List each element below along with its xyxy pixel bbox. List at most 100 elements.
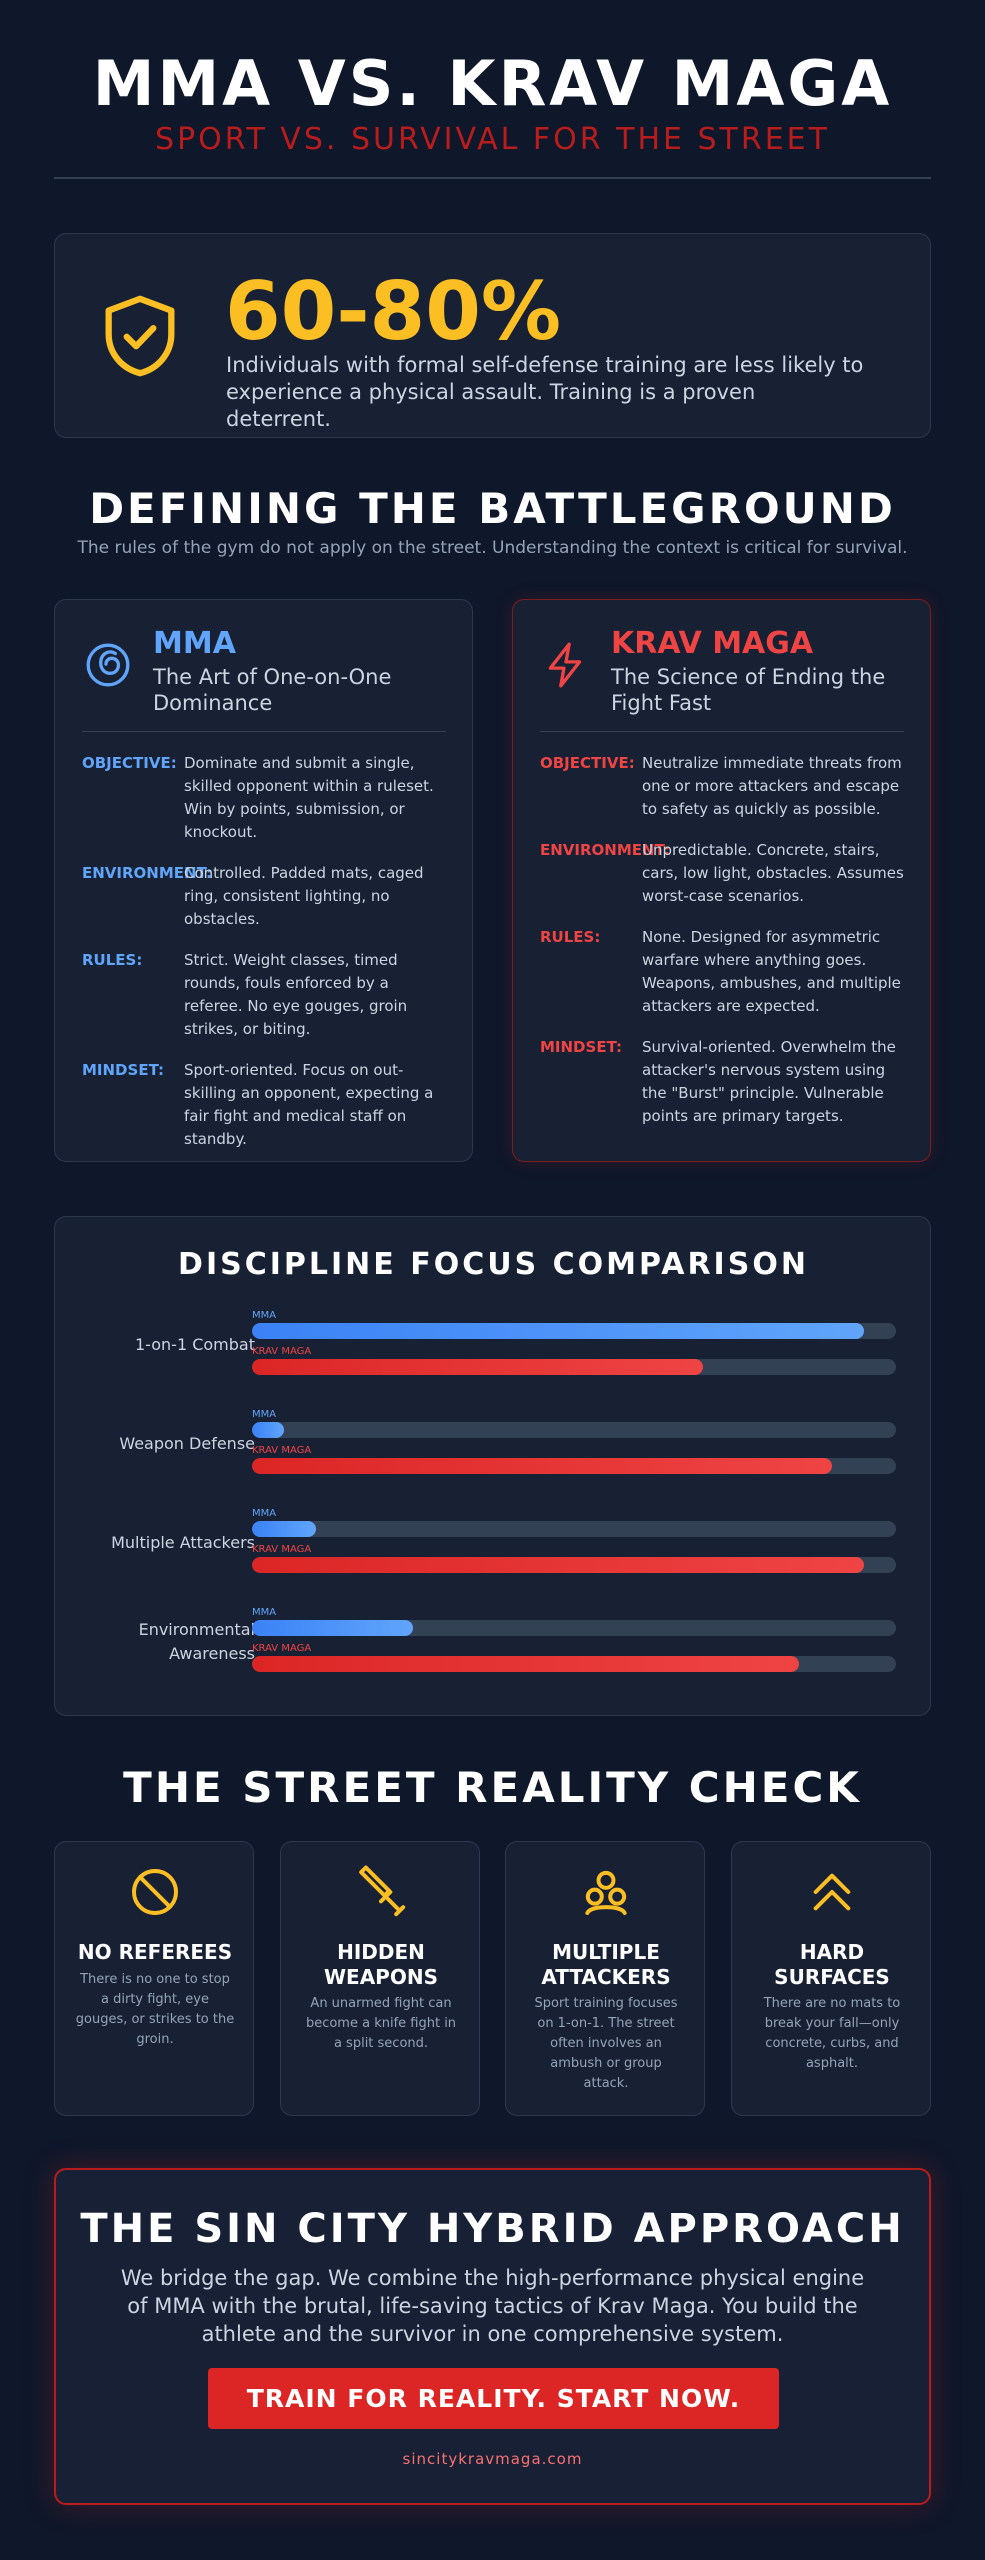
krav-bar-fill	[252, 1656, 800, 1672]
comparison-card: DISCIPLINE FOCUS COMPARISON 1-on-1 Comba…	[54, 1216, 931, 1716]
krav-bar-track	[252, 1458, 896, 1474]
reality-card-hidden-weapons: HIDDEN WEAPONS An unarmed fight can beco…	[280, 1841, 480, 2116]
comparison-row-1on1: 1-on-1 Combat MMA KRAV MAGA	[55, 1309, 932, 1379]
mma-row-label: RULES:	[82, 951, 143, 969]
krav-bar-tag: KRAV MAGA	[252, 1643, 312, 1654]
krav-rules-row: RULES: None. Designed for asymmetric war…	[540, 926, 910, 1018]
comparison-title: DISCIPLINE FOCUS COMPARISON	[178, 1247, 809, 1282]
cta-text: We bridge the gap. We combine the high-p…	[120, 2266, 865, 2346]
reality-card-title: MULTIPLE ATTACKERS	[541, 1940, 671, 1989]
website-link[interactable]: sincitykravmaga.com	[402, 2450, 583, 2468]
mma-bar-tag: MMA	[252, 1310, 277, 1321]
mma-mindset-row: MINDSET: Sport-oriented. Focus on out-sk…	[82, 1059, 452, 1151]
comparison-row-environmental: Environmental Awareness MMA KRAV MAGA	[55, 1606, 932, 1676]
mma-bar-fill	[252, 1323, 864, 1339]
stat-value: 60-80%	[225, 265, 562, 358]
mma-name: MMA	[153, 626, 236, 661]
stat-description: Individuals with formal self-defense tra…	[226, 353, 864, 431]
krav-environment-row: ENVIRONMENT: Unpredictable. Concrete, st…	[540, 839, 910, 908]
mma-details: OBJECTIVE: Dominate and submit a single,…	[82, 752, 452, 1169]
comparison-bars: MMA KRAV MAGA	[252, 1507, 896, 1579]
mma-row-text: Controlled. Padded mats, caged ring, con…	[184, 864, 424, 928]
mma-divider	[82, 731, 446, 732]
header-divider	[54, 177, 931, 179]
mma-bar-track	[252, 1422, 896, 1438]
battleground-title: DEFINING THE BATTLEGROUND	[89, 484, 896, 533]
double-chevron-up-icon	[813, 1873, 851, 1911]
krav-bar-track	[252, 1557, 896, 1573]
lightning-icon	[548, 642, 582, 688]
mma-bar-track	[252, 1521, 896, 1537]
krav-row-text: Neutralize immediate threats from one or…	[642, 754, 902, 818]
mma-bar-track	[252, 1323, 896, 1339]
mma-row-text: Dominate and submit a single, skilled op…	[184, 754, 434, 841]
group-icon	[585, 1870, 627, 1915]
no-entry-icon	[132, 1869, 178, 1915]
comparison-row-multiple: Multiple Attackers MMA KRAV MAGA	[55, 1507, 932, 1577]
krav-bar-tag: KRAV MAGA	[252, 1445, 312, 1456]
reality-card-text: There are no mats to break your fall—onl…	[763, 1996, 901, 2071]
mma-objective-row: OBJECTIVE: Dominate and submit a single,…	[82, 752, 452, 844]
header: MMA VS. KRAV MAGA SPORT VS. SURVIVAL FOR…	[0, 47, 985, 158]
mma-environment-row: ENVIRONMENT: Controlled. Padded mats, ca…	[82, 862, 452, 931]
shield-check-icon	[105, 295, 175, 377]
comparison-row-label: 1-on-1 Combat	[135, 1335, 255, 1354]
mma-bar-track	[252, 1620, 896, 1636]
page-subtitle: SPORT VS. SURVIVAL FOR THE STREET	[155, 122, 830, 157]
comparison-bars: MMA KRAV MAGA	[252, 1408, 896, 1480]
stat-card: 60-80% Individuals with formal self-defe…	[54, 233, 931, 438]
comparison-bars: MMA KRAV MAGA	[252, 1309, 896, 1381]
krav-row-text: None. Designed for asymmetric warfare wh…	[642, 928, 901, 1015]
start-now-button[interactable]: TRAIN FOR REALITY. START NOW.	[208, 2368, 779, 2429]
battleground-subtitle: The rules of the gym do not apply on the…	[77, 538, 908, 558]
reality-card-text: Sport training focuses on 1-on-1. The st…	[534, 1996, 678, 2091]
reality-card-hard-surfaces: HARD SURFACES There are no mats to break…	[731, 1841, 931, 2116]
mma-rules-row: RULES: Strict. Weight classes, timed rou…	[82, 949, 452, 1041]
mma-bar-tag: MMA	[252, 1409, 277, 1420]
krav-row-label: RULES:	[540, 928, 601, 946]
mma-bar-fill	[252, 1521, 317, 1537]
reality-card-multiple-attackers: MULTIPLE ATTACKERS Sport training focuse…	[505, 1841, 705, 2116]
krav-row-text: Survival-oriented. Overwhelm the attacke…	[642, 1038, 896, 1125]
krav-mindset-row: MINDSET: Survival-oriented. Overwhelm th…	[540, 1036, 910, 1128]
krav-bar-tag: KRAV MAGA	[252, 1544, 312, 1555]
mma-row-label: MINDSET:	[82, 1061, 164, 1079]
mma-card: MMA The Art of One-on-One Dominance OBJE…	[54, 599, 473, 1162]
krav-bar-fill	[252, 1458, 832, 1474]
mma-bar-fill	[252, 1620, 413, 1636]
cta-card: THE SIN CITY HYBRID APPROACH We bridge t…	[54, 2168, 931, 2505]
mma-row-text: Strict. Weight classes, timed rounds, fo…	[184, 951, 408, 1038]
page-title: MMA VS. KRAV MAGA	[92, 47, 893, 120]
reality-card-text: There is no one to stop a dirty fight, e…	[75, 1972, 235, 2047]
krav-maga-tagline: The Science of Ending the Fight Fast	[611, 665, 886, 715]
krav-row-label: ENVIRONMENT:	[540, 841, 670, 859]
mma-bar-fill	[252, 1422, 285, 1438]
mma-row-label: OBJECTIVE:	[82, 754, 177, 772]
cta-title: THE SIN CITY HYBRID APPROACH	[80, 2206, 905, 2252]
grappling-icon	[86, 643, 130, 687]
knife-icon	[359, 1865, 406, 1917]
mma-bar-tag: MMA	[252, 1508, 277, 1519]
reality-check-title: THE STREET REALITY CHECK	[123, 1763, 862, 1812]
comparison-row-label: Environmental Awareness	[138, 1620, 255, 1663]
krav-row-text: Unpredictable. Concrete, stairs, cars, l…	[642, 841, 904, 905]
comparison-row-label: Weapon Defense	[119, 1434, 255, 1453]
reality-card-title: HARD SURFACES	[774, 1940, 890, 1989]
mma-bar-tag: MMA	[252, 1607, 277, 1618]
reality-card-title: NO REFEREES	[77, 1940, 233, 1964]
krav-maga-name: KRAV MAGA	[611, 626, 814, 661]
krav-bar-tag: KRAV MAGA	[252, 1346, 312, 1357]
krav-bar-track	[252, 1656, 896, 1672]
mma-tagline: The Art of One-on-One Dominance	[153, 665, 392, 715]
reality-card-title: HIDDEN WEAPONS	[323, 1940, 438, 1989]
reality-card-text: An unarmed fight can become a knife figh…	[305, 1996, 457, 2051]
krav-maga-card: KRAV MAGA The Science of Ending the Figh…	[512, 599, 931, 1162]
krav-bar-track	[252, 1359, 896, 1375]
krav-bar-fill	[252, 1557, 864, 1573]
krav-maga-divider	[540, 731, 904, 732]
krav-maga-details: OBJECTIVE: Neutralize immediate threats …	[540, 752, 910, 1146]
krav-row-label: MINDSET:	[540, 1038, 622, 1056]
mma-row-label: ENVIRONMENT:	[82, 864, 212, 882]
mma-row-text: Sport-oriented. Focus on out-skilling an…	[184, 1061, 434, 1148]
